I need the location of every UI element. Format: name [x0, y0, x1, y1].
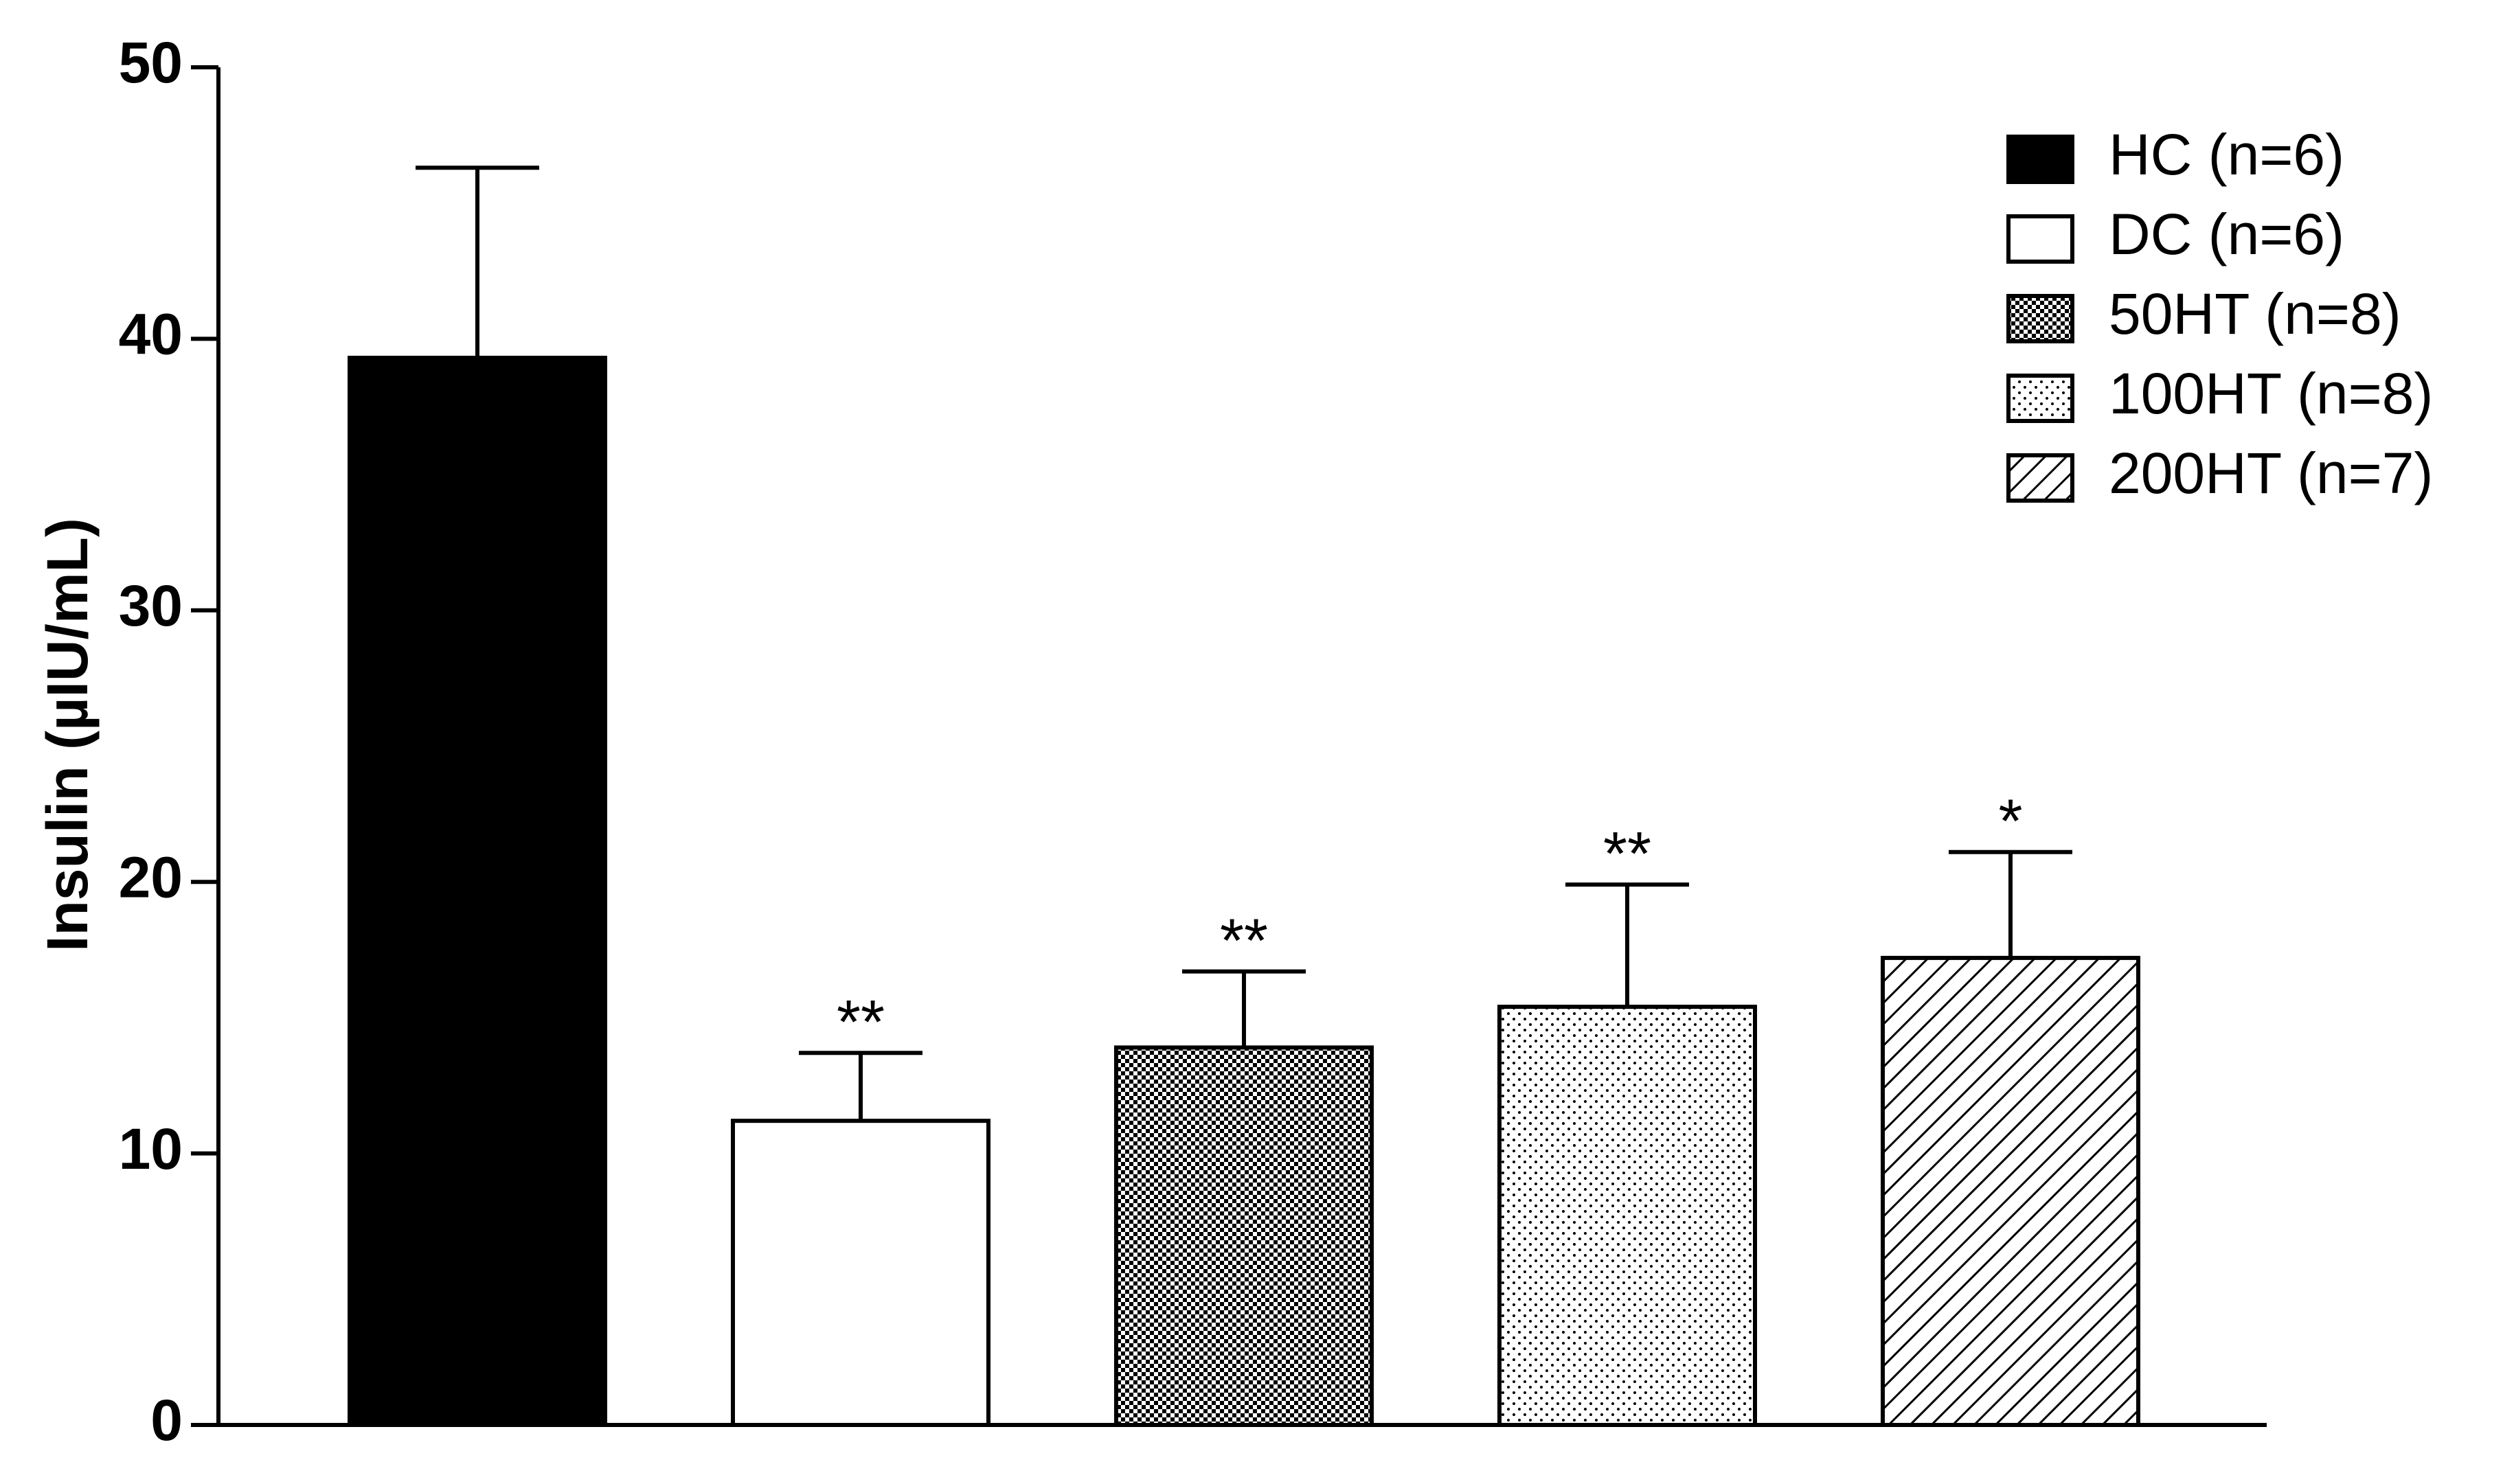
legend-swatch	[2006, 374, 2074, 423]
legend-swatch	[2006, 453, 2074, 503]
bar	[731, 1119, 990, 1427]
y-tick-label: 40	[119, 302, 183, 367]
bar	[1114, 1045, 1374, 1428]
legend-label: HC (n=6)	[2109, 122, 2344, 187]
legend-label: 200HT (n=7)	[2109, 441, 2433, 505]
significance-label: **	[1603, 820, 1651, 889]
bar	[1881, 955, 2140, 1427]
bar	[1497, 1005, 1757, 1427]
legend-label: DC (n=6)	[2109, 202, 2344, 266]
y-tick-label: 30	[119, 573, 183, 638]
bar	[348, 356, 607, 1427]
significance-label: **	[1220, 906, 1268, 975]
y-tick-label: 50	[119, 30, 183, 95]
y-axis-label: Insulin (µIU/mL)	[35, 518, 100, 952]
legend-label: 50HT (n=8)	[2109, 282, 2401, 346]
y-tick-label: 10	[119, 1117, 183, 1181]
significance-label: **	[837, 988, 885, 1057]
legend-swatch	[2006, 214, 2074, 264]
y-tick-label: 0	[150, 1388, 183, 1452]
legend-swatch	[2006, 135, 2074, 184]
y-tick-label: 20	[119, 845, 183, 909]
significance-label: *	[1998, 787, 2022, 856]
legend-label: 100HT (n=8)	[2109, 361, 2433, 426]
legend-swatch	[2006, 294, 2074, 343]
